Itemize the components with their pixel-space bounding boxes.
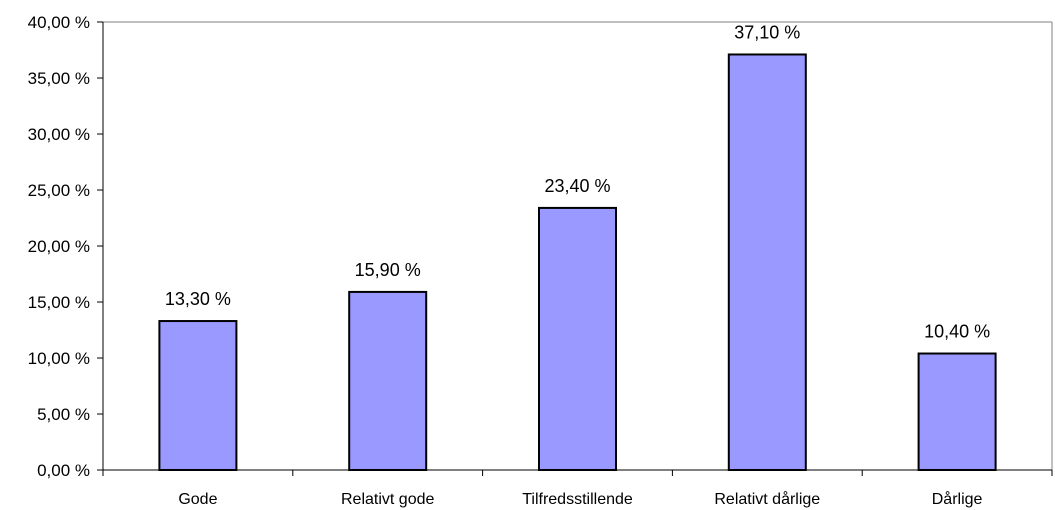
y-tick-label: 40,00 % [28, 13, 90, 32]
x-category-label: Gode [178, 491, 217, 508]
y-tick-label: 30,00 % [28, 125, 90, 144]
y-tick-label: 5,00 % [37, 405, 90, 424]
bar [917, 352, 997, 471]
bar-value-label: 13,30 % [165, 289, 231, 309]
y-axis: 0,00 % 5,00 % 10,00 % 15,00 % 20,00 % 25,00 %… [28, 13, 104, 480]
bar [538, 206, 617, 471]
bar-value-label: 15,90 % [355, 260, 421, 280]
bars [158, 53, 997, 472]
x-axis: Gode Relativt gode Tilfredsstillende Relati… [102, 469, 1053, 508]
y-tick-label: 20,00 % [28, 237, 90, 256]
bar [727, 53, 807, 471]
data-labels: 13,30 % 15,90 % 23,40 % 37,10 % 10,40 % [165, 22, 990, 341]
y-tick-label: 10,00 % [28, 349, 90, 368]
bar-value-label: 10,40 % [924, 322, 990, 342]
bar [348, 290, 428, 472]
bar [158, 320, 238, 472]
x-category-label: Dårlige [932, 490, 983, 508]
bar-value-label: 23,40 % [544, 176, 610, 196]
x-category-label: Tilfredsstillende [522, 491, 633, 508]
y-tick-label: 15,00 % [28, 293, 90, 312]
x-category-label: Relativt gode [341, 491, 434, 508]
y-tick-label: 0,00 % [37, 461, 90, 480]
x-category-label: Relativt dårlige [714, 490, 820, 508]
y-tick-label: 25,00 % [28, 181, 90, 200]
bar-value-label: 37,10 % [734, 22, 800, 42]
y-tick-label: 35,00 % [28, 69, 90, 88]
plot-area [103, 21, 1053, 470]
